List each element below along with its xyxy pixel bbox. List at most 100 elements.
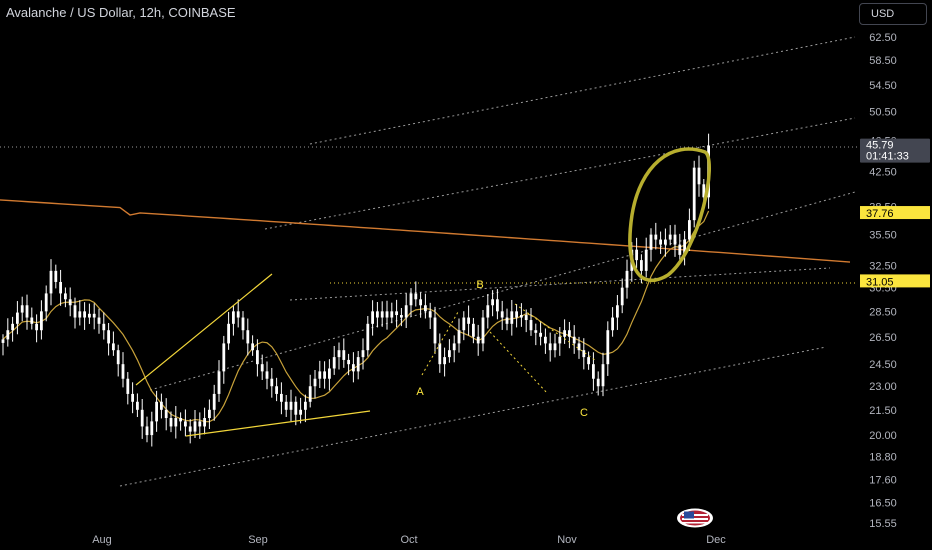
candle-body [678,244,682,255]
candle-body [284,401,288,410]
candle-body [476,336,480,344]
y-tick-label: 17.60 [869,475,897,487]
candle-body [390,311,394,318]
candle-body [635,249,638,261]
candle-body [145,426,149,436]
price-label-31-05: 31.05 [866,276,894,288]
candle-body [64,293,67,300]
y-tick-label: 26.50 [869,332,897,344]
candle-body [462,317,466,331]
candle-body [505,317,509,324]
candle-body [510,311,514,324]
candle-body [515,311,518,318]
candle-body [308,386,312,402]
price-channel [0,36,858,487]
candle-body [25,305,29,318]
candle-body [424,305,427,312]
candle-body [352,364,355,372]
candle-body [193,421,197,432]
candle-body [404,305,408,318]
candle-body [256,350,259,365]
candle-body [419,299,422,306]
y-tick-label: 50.50 [869,106,897,118]
wave-guide-line [421,311,459,376]
candle-body [433,317,437,344]
currency-button[interactable]: USD [859,3,927,25]
x-tick-label: Oct [400,534,417,546]
candle-body [131,393,134,402]
y-tick-label: 62.50 [869,32,897,44]
candle-body [20,305,24,313]
candle-body [155,401,158,422]
candle-body [664,239,667,245]
candle-body [328,368,331,379]
candle-body [323,371,326,379]
candle-body [337,350,341,358]
candle-body [289,401,293,410]
candle-body [332,357,336,369]
candle-body [136,401,139,410]
candle-body [572,336,576,344]
candle-body [236,311,240,318]
candle-body [140,409,144,427]
candle-body [251,343,254,351]
x-tick-label: Nov [557,534,577,546]
moving-averages [0,199,851,423]
candle-body [544,336,547,344]
candle-body [208,409,211,419]
candle-body [428,311,432,318]
ma-fast-line [2,210,710,423]
candle-body [164,409,168,419]
candle-body [414,293,418,300]
candle-body [356,357,360,372]
y-tick-label: 15.55 [869,518,897,530]
candle-body [107,330,110,344]
candle-body [198,421,202,427]
candle-body [683,239,686,255]
candle-body [376,311,379,318]
candle-body [318,371,322,379]
wave-guide-line [489,331,549,395]
y-tick-label: 28.50 [869,306,897,318]
candle-body [68,299,72,306]
candle-body [59,281,62,294]
candle-body [126,378,130,394]
candle-body [400,315,403,318]
candle-body [212,393,216,410]
candle-body [659,239,662,245]
price-label-37-76-bg [860,206,930,220]
channel-inner-line [289,267,831,301]
candle-body [491,299,494,306]
candle-body [270,378,274,387]
candle-body [347,359,350,365]
candle-body [577,343,581,351]
candle-body [260,364,264,372]
candle-body [92,313,96,318]
candle-body [6,330,10,340]
trendline-upper [135,273,273,386]
candle-body [524,315,528,321]
candle-body [606,330,610,365]
candle-body [534,330,538,333]
candle-body [232,311,235,324]
y-tick-label: 16.50 [869,497,897,509]
candle-body [179,418,182,422]
highlight-circle [628,147,712,283]
candle-body [217,371,221,394]
countdown-label: 01:41:33 [866,151,909,163]
trendline-lower [185,410,371,437]
candle-body [640,260,643,271]
annotations: A B C [135,147,712,437]
candle-body [539,332,542,337]
candle-body [227,323,230,344]
candle-body [563,330,566,337]
candle-body [313,378,317,387]
candle-body [241,317,245,331]
candle-body [184,421,187,427]
price-label-31-05-bg [860,274,930,288]
candle-body [88,313,91,318]
us-flag-icon[interactable] [676,508,714,528]
channel-lower-line [119,346,827,487]
